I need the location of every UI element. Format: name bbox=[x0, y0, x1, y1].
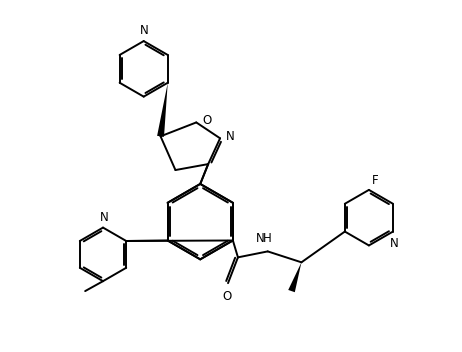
Text: N: N bbox=[140, 24, 149, 37]
Text: N: N bbox=[389, 237, 398, 250]
Text: N: N bbox=[226, 130, 235, 143]
Text: H: H bbox=[263, 232, 272, 245]
Text: F: F bbox=[372, 174, 378, 187]
Text: N: N bbox=[100, 210, 109, 224]
Polygon shape bbox=[157, 83, 168, 137]
Text: N: N bbox=[255, 232, 264, 245]
Text: O: O bbox=[222, 290, 231, 303]
Text: O: O bbox=[202, 114, 212, 127]
Polygon shape bbox=[288, 262, 301, 292]
